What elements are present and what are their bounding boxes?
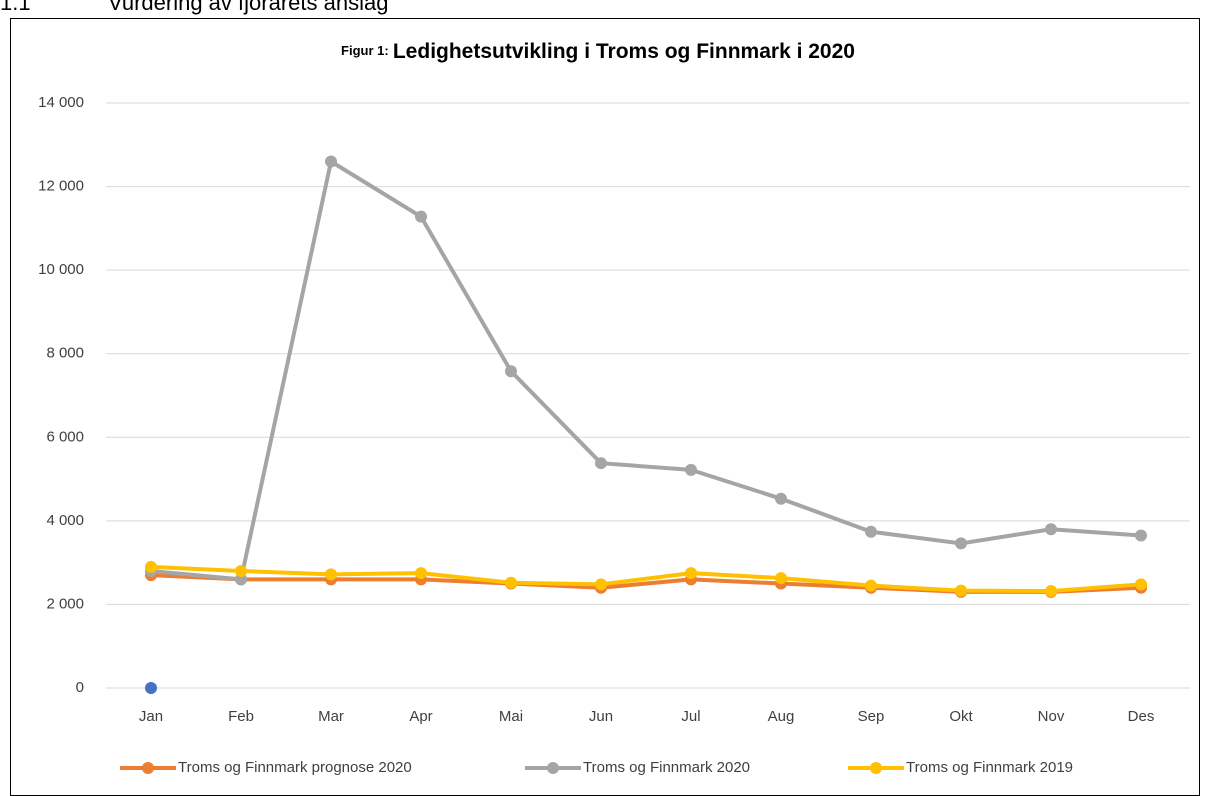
legend-label: Troms og Finnmark 2020	[583, 759, 750, 776]
x-tick-label: Mar	[318, 708, 344, 725]
series-marker	[685, 567, 697, 580]
series-marker	[865, 525, 877, 538]
series-marker	[955, 584, 967, 597]
series-line	[150, 159, 1142, 582]
legend-label: Troms og Finnmark 2019	[906, 759, 1073, 776]
series-line	[150, 564, 1142, 594]
series-marker	[1135, 578, 1147, 591]
x-tick-label: Nov	[1038, 708, 1065, 725]
series-marker	[505, 365, 517, 378]
chart-frame	[10, 18, 1200, 796]
x-tick-label: Okt	[949, 708, 973, 725]
y-tick-label: 4 000	[46, 512, 84, 529]
y-tick-label: 0	[76, 679, 84, 696]
series-marker	[145, 560, 157, 573]
y-tick-label: 14 000	[38, 94, 84, 111]
chart-title: Figur 1: Ledighetsutvikling i Troms og F…	[341, 40, 855, 63]
series-marker	[325, 155, 337, 168]
x-tick-label: Apr	[409, 708, 432, 725]
series-marker	[145, 682, 157, 694]
x-tick-label: Aug	[768, 708, 795, 725]
y-tick-label: 6 000	[46, 428, 84, 445]
series-marker	[505, 576, 517, 589]
series-marker	[415, 567, 427, 580]
legend-label: Troms og Finnmark prognose 2020	[178, 759, 412, 776]
series-marker	[595, 457, 607, 470]
legend-marker	[870, 762, 882, 774]
series-marker	[865, 579, 877, 592]
x-tick-label: Mai	[499, 708, 523, 725]
legend-marker	[142, 762, 154, 774]
x-tick-label: Sep	[858, 708, 885, 725]
series-marker	[775, 492, 787, 505]
series-marker	[1135, 529, 1147, 542]
title-main: Ledighetsutvikling i Troms og Finnmark i…	[393, 40, 855, 63]
series-marker	[595, 578, 607, 591]
series-marker	[1045, 585, 1057, 598]
x-tick-label: Jun	[589, 708, 613, 725]
y-tick-label: 2 000	[46, 595, 84, 612]
x-tick-label: Des	[1128, 708, 1155, 725]
y-tick-label: 8 000	[46, 345, 84, 362]
x-tick-label: Jul	[681, 708, 700, 725]
heading-number: 1.1	[0, 0, 31, 15]
series-marker	[1045, 523, 1057, 536]
y-tick-label: 12 000	[38, 178, 84, 195]
series-marker	[235, 573, 247, 586]
title-prefix: Figur 1:	[341, 43, 389, 58]
x-tick-label: Feb	[228, 708, 254, 725]
series-marker	[685, 463, 697, 476]
series-marker	[955, 537, 967, 550]
y-tick-label: 10 000	[38, 261, 84, 278]
series-marker	[415, 210, 427, 223]
series-marker	[775, 572, 787, 585]
series-marker	[325, 568, 337, 581]
legend-marker	[547, 762, 559, 774]
x-tick-label: Jan	[139, 708, 163, 725]
series-marker	[235, 565, 247, 577]
heading-text: Vurdering av fjorårets anslag	[108, 0, 388, 15]
